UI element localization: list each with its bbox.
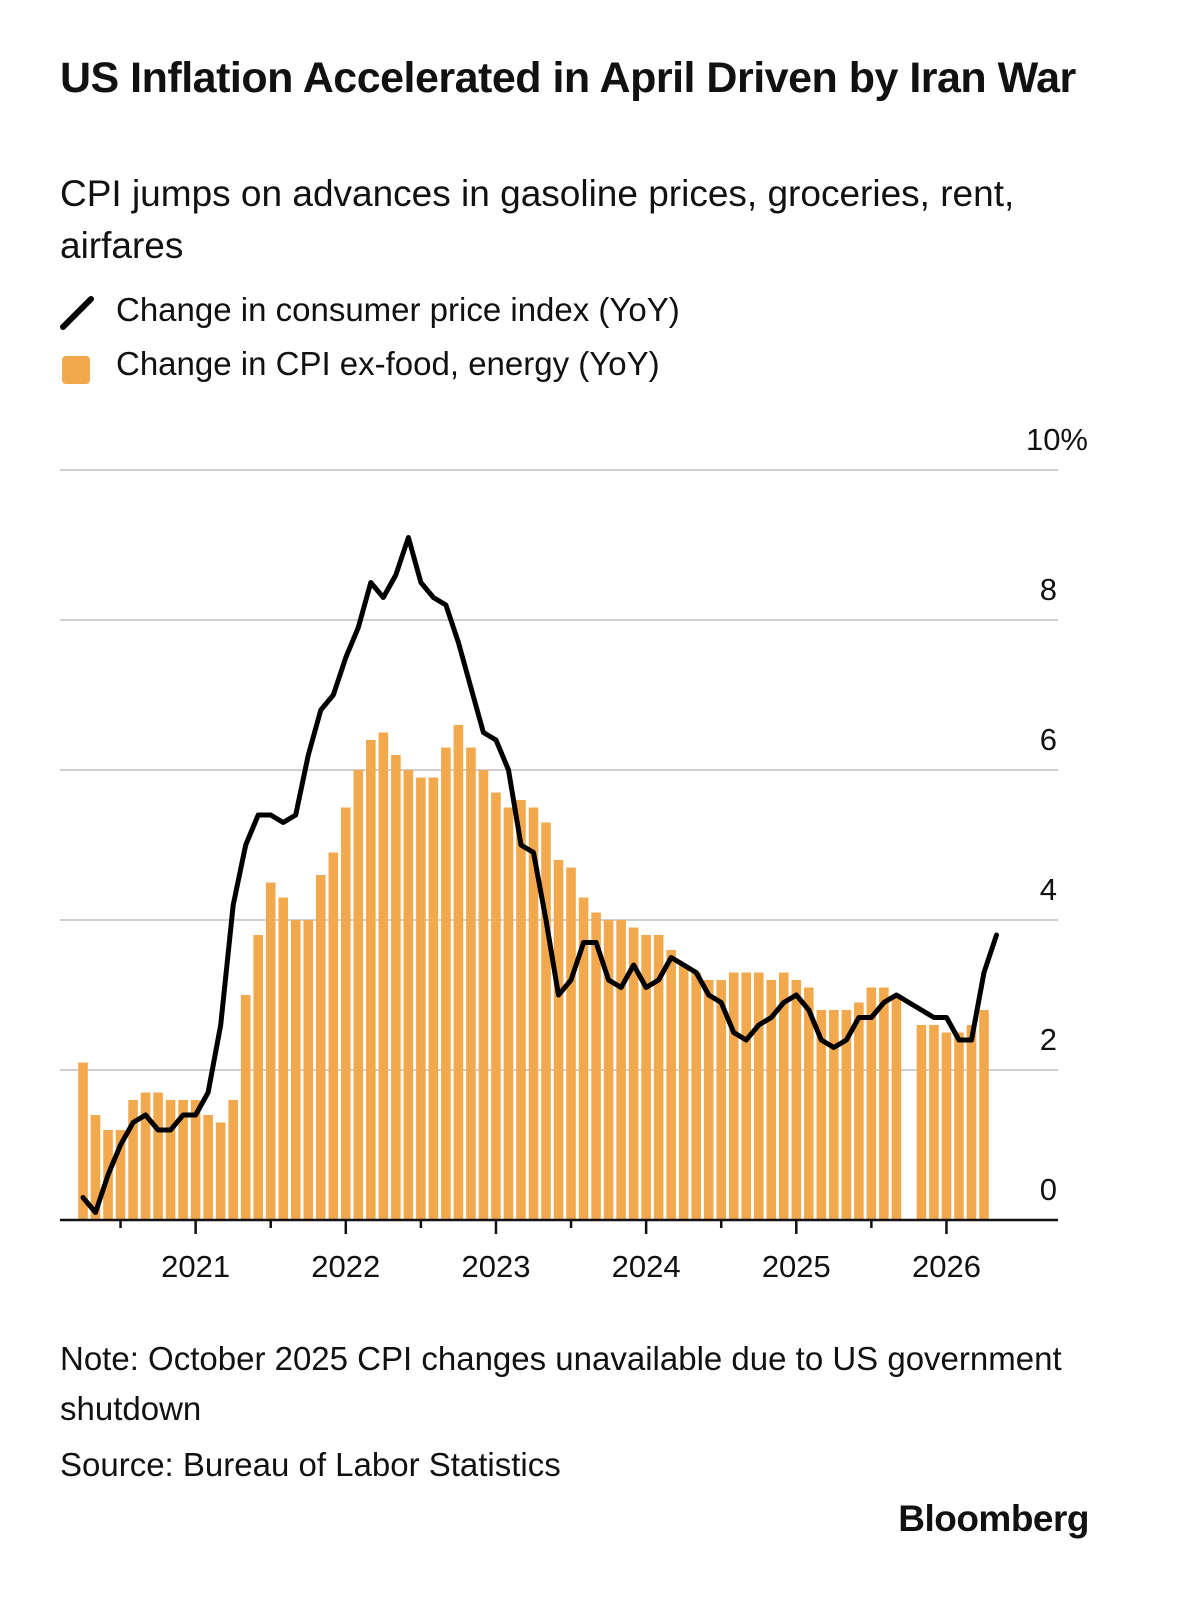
x-tick-label: 2021 (161, 1249, 230, 1284)
core-cpi-bar (666, 950, 676, 1220)
y-tick-label: 0 (1040, 1172, 1057, 1207)
core-cpi-bar (416, 777, 426, 1220)
core-cpi-bar (90, 1115, 101, 1220)
core-cpi-bar (791, 980, 802, 1220)
core-cpi-bar (829, 1010, 839, 1220)
core-cpi-bar (816, 1010, 827, 1220)
core-cpi-bar (403, 770, 414, 1220)
y-tick-label: 6 (1040, 722, 1057, 757)
core-cpi-bar (466, 747, 476, 1220)
core-cpi-bar (203, 1115, 213, 1220)
core-cpi-bar (916, 1025, 927, 1220)
core-cpi-bar (979, 1010, 989, 1220)
core-cpi-bar (391, 755, 401, 1220)
core-cpi-bar (678, 965, 689, 1220)
core-cpi-bar (866, 987, 877, 1220)
core-cpi-bar (941, 1032, 952, 1220)
core-cpi-bar (265, 882, 276, 1220)
y-tick-label: 10% (1026, 422, 1088, 457)
core-cpi-bar (778, 972, 789, 1220)
chart-source: Source: Bureau of Labor Statistics (60, 1446, 561, 1483)
core-cpi-bar (115, 1130, 126, 1220)
core-cpi-bar (966, 1025, 977, 1220)
core-cpi-bar (428, 777, 439, 1220)
core-cpi-bar (653, 935, 664, 1220)
core-cpi-bar (691, 972, 701, 1220)
bar-swatch-icon (60, 350, 94, 384)
core-cpi-bar (741, 972, 752, 1220)
core-cpi-bar (478, 770, 489, 1220)
y-tick-label: 4 (1040, 872, 1057, 907)
x-tick-label: 2023 (461, 1249, 530, 1284)
core-cpi-bar (591, 912, 601, 1220)
core-cpi-bar (253, 935, 263, 1220)
y-tick-label: 2 (1040, 1022, 1057, 1057)
y-tick-label: 8 (1040, 572, 1057, 607)
core-cpi-bar (516, 800, 526, 1220)
core-cpi-bar (841, 1010, 852, 1220)
core-cpi-bar (553, 860, 564, 1220)
core-cpi-bar (528, 807, 539, 1220)
core-cpi-bar (278, 897, 289, 1220)
core-cpi-bar (290, 920, 301, 1220)
core-cpi-bar (703, 980, 714, 1220)
core-cpi-bar (616, 920, 626, 1220)
core-cpi-bar (578, 897, 589, 1220)
core-cpi-bar (165, 1100, 176, 1220)
core-cpi-bar (753, 972, 764, 1220)
core-cpi-bar (641, 935, 651, 1220)
core-cpi-bar (441, 747, 451, 1220)
core-cpi-bar (716, 980, 727, 1220)
core-cpi-bar (240, 995, 251, 1220)
core-cpi-bar (178, 1100, 188, 1220)
core-cpi-bar (353, 770, 364, 1220)
line-swatch-icon (60, 296, 94, 330)
core-cpi-bar (140, 1092, 151, 1220)
core-cpi-bar (303, 920, 314, 1220)
core-cpi-bar (628, 927, 639, 1220)
x-tick-label: 2026 (912, 1249, 981, 1284)
core-cpi-bar (340, 807, 351, 1220)
core-cpi-bar (954, 1032, 964, 1220)
core-cpi-bar (929, 1025, 939, 1220)
core-cpi-bar (566, 867, 576, 1220)
bloomberg-logo: Bloomberg (898, 1498, 1089, 1539)
core-cpi-bar (503, 807, 514, 1220)
core-cpi-bar (315, 875, 326, 1220)
cpi-chart: 0 2 4 6 8 10% 2021 2022 2023 2024 2025 2026 (60, 422, 1088, 1284)
core-cpi-bar (153, 1092, 163, 1220)
core-cpi-bar (328, 852, 339, 1220)
core-cpi-bar (541, 822, 551, 1220)
chart-subtitle: CPI jumps on advances in gasoline prices… (60, 173, 1015, 266)
core-cpi-bar (128, 1100, 138, 1220)
x-tick-label: 2025 (762, 1249, 831, 1284)
core-cpi-bar (603, 920, 614, 1220)
legend-label-cpi: Change in consumer price index (YoY) (116, 291, 680, 328)
core-cpi-bar (228, 1100, 238, 1220)
core-cpi-bar (215, 1122, 226, 1220)
core-cpi-bar (891, 995, 902, 1220)
core-cpi-bar (78, 1062, 88, 1220)
core-cpi-bar (491, 792, 501, 1220)
core-cpi-bar (766, 980, 777, 1220)
x-tick-label: 2022 (311, 1249, 380, 1284)
cpi-line (80, 535, 999, 1215)
core-cpi-bar (453, 725, 464, 1220)
core-cpi-bar (378, 732, 389, 1220)
chart-note: Note: October 2025 CPI changes unavailab… (60, 1340, 1062, 1427)
core-cpi-bar (190, 1100, 201, 1220)
core-cpi-bar (879, 987, 889, 1220)
core-cpi-bar (804, 987, 814, 1220)
core-cpi-bar (854, 1002, 864, 1220)
core-cpi-bar (366, 740, 376, 1220)
core-cpi-bar (728, 972, 739, 1220)
x-tick-label: 2024 (612, 1249, 681, 1284)
legend-label-core-cpi: Change in CPI ex-food, energy (YoY) (116, 345, 660, 382)
chart-title: US Inflation Accelerated in April Driven… (60, 54, 1076, 102)
